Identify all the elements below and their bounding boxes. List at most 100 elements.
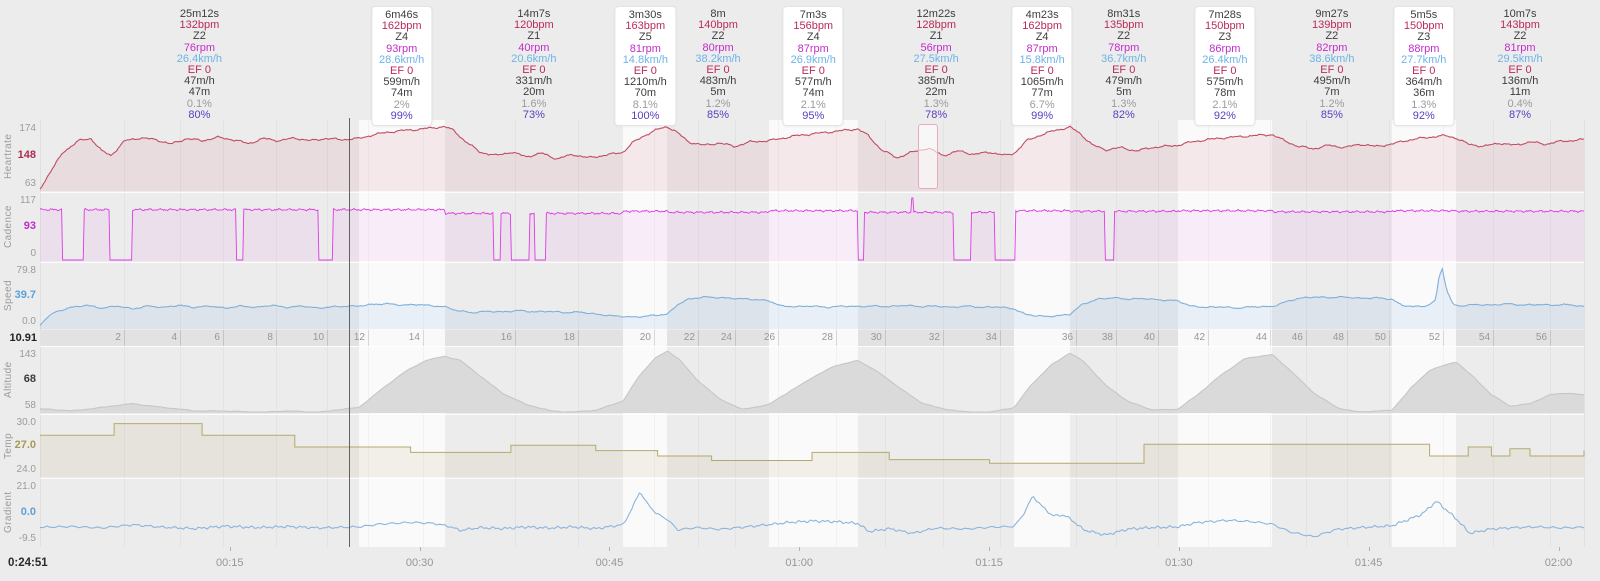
interval-stat-zone: Z4 (806, 31, 820, 44)
series-path (40, 423, 1585, 464)
series-path (39, 125, 1585, 190)
distance-tick-label: 34 (985, 332, 997, 343)
distance-tick (1208, 330, 1210, 346)
distance-tick (222, 330, 224, 346)
distance-tick (653, 330, 655, 346)
interval-stat-bpm: 163bpm (625, 20, 666, 33)
interval-stat-ef: EF 0 (801, 64, 825, 77)
distance-tick (327, 330, 329, 346)
distance-tick (999, 330, 1001, 346)
interval-stat-intensity: 99% (390, 109, 413, 122)
interval-stat-grade: 1.2% (705, 97, 731, 110)
distance-tick-label: 2 (115, 332, 121, 343)
interval-stat-ef: EF 0 (1508, 63, 1532, 76)
interval-summary-column[interactable]: 3m30s 163bpm Z5 81rpm 14.8km/h EF 0 1210m/h 70m… (614, 6, 676, 126)
interval-stat-duration: 5m5s (1410, 9, 1438, 21)
interval-stat-bpm: 162bpm (381, 20, 422, 33)
distance-tick-label: 36 (1061, 332, 1074, 343)
interval-summary-column[interactable]: 7m28s 150bpm Z3 86rpm 26.4km/h EF 0 575m/h 78m 2… (1194, 6, 1256, 126)
interval-stat-intensity: 99% (1031, 109, 1054, 122)
distance-tick (1305, 330, 1307, 346)
time-tick-label: 00:30 (405, 557, 434, 569)
axis-range-label: 30.0 (16, 417, 36, 428)
interval-summary-column[interactable]: 4m23s 162bpm Z4 87rpm 15.8km/h EF 0 1065m/h 77m… (1011, 6, 1073, 126)
interval-stat-duration: 6m46s (385, 9, 419, 21)
cursor-distance-label: 10.91 (9, 332, 37, 344)
interval-summary-column[interactable]: 9m27s 139bpm Z2 82rpm 38.6km/h EF 0 495m/h 7m 1.… (1302, 6, 1361, 124)
cursor-value-label: 0.0 (20, 505, 36, 518)
interval-stat-grade: 2.1% (1212, 98, 1238, 111)
time-tick-label: 00:45 (595, 557, 624, 569)
interval-summary-column[interactable]: 7m3s 156bpm Z4 87rpm 26.9km/h EF 0 577m/h 74m 2.… (782, 6, 844, 126)
interval-stat-speed: 27.7km/h (1401, 53, 1447, 66)
chart-row-cadence[interactable] (40, 192, 1584, 262)
distance-tick-label: 56 (1535, 332, 1548, 343)
interval-stat-bpm: 150bpm (1403, 20, 1444, 33)
chart-row-temp[interactable] (40, 414, 1584, 478)
interval-stat-ef: EF 0 (522, 63, 546, 76)
interval-stat-ef: EF 0 (1213, 64, 1237, 77)
distance-tick-label: 54 (1478, 332, 1491, 343)
distance-tick (778, 330, 780, 346)
interval-summary-column[interactable]: 14m7s 120bpm Z1 40rpm 20.6km/h EF 0 331m/h 20m 1… (504, 6, 563, 124)
distance-tick (422, 330, 424, 346)
interval-stat-grade: 8.1% (632, 98, 658, 111)
interval-stat-rpm: 93rpm (386, 42, 418, 55)
distance-axis-highlight (358, 330, 445, 346)
interval-stat-intensity: 78% (925, 108, 948, 121)
interval-stat-intensity: 92% (1213, 109, 1236, 122)
distance-tick-label: 48 (1332, 332, 1344, 343)
axis-range-label: 63 (24, 178, 36, 189)
time-tick-label: 01:15 (975, 557, 1003, 569)
chart-row-altitude[interactable] (40, 346, 1584, 414)
interval-stat-rpm: 78rpm (1108, 41, 1140, 54)
interval-stat-duration: 8m31s (1107, 8, 1141, 20)
row-separator (40, 478, 1584, 479)
interval-stat-ef: EF 0 (706, 63, 730, 76)
cursor-value-label: 39.7 (14, 289, 36, 301)
axis-range-label: 0.0 (22, 316, 36, 327)
interval-stat-intensity: 82% (1112, 108, 1135, 121)
chart-row-gradient[interactable] (40, 478, 1584, 547)
interval-stat-intensity: 100% (631, 109, 660, 122)
distance-tick (123, 330, 125, 346)
interval-summary-column[interactable]: 8m 140bpm Z2 80rpm 38.2km/h EF 0 483m/h 5m 1.2% 8… (688, 6, 747, 124)
time-tick (799, 547, 801, 551)
interval-stat-speed: 20.6km/h (511, 52, 557, 65)
interval-stat-zone: Z2 (1325, 30, 1339, 43)
chart-row-speed[interactable] (40, 262, 1584, 330)
interval-summary-column[interactable]: 6m46s 162bpm Z4 93rpm 28.6km/h EF 0 599m/h 74m 2… (371, 6, 433, 126)
distance-tick (1158, 330, 1159, 346)
interval-stat-climb: 74m (390, 87, 413, 100)
interval-stat-vam: 1065m/h (1020, 76, 1064, 89)
interval-summary-column[interactable]: 5m5s 150bpm Z3 88rpm 27.7km/h EF 0 364m/h 36m 1.… (1393, 6, 1455, 126)
interval-stat-vam: 479m/h (1105, 75, 1143, 88)
series-path (40, 492, 1585, 538)
interval-stat-duration: 25m12s (179, 8, 219, 20)
distance-tick-label: 20 (639, 332, 651, 343)
cursor-value-label: 27.0 (14, 439, 36, 451)
interval-stat-vam: 136m/h (1501, 75, 1539, 88)
interval-stat-speed: 26.4km/h (1202, 53, 1248, 66)
interval-stat-duration: 14m7s (517, 8, 551, 20)
interval-stat-zone: Z2 (192, 30, 206, 43)
interval-stat-ef: EF 0 (1112, 63, 1136, 76)
interval-summary-column[interactable]: 25m12s 132bpm Z2 76rpm 26.4km/h EF 0 47m/h 47m 0… (170, 6, 229, 124)
distance-axis-highlight (1014, 330, 1070, 346)
interval-summary-column[interactable]: 8m31s 135bpm Z2 78rpm 36.7km/h EF 0 479m/h 5m 1.… (1094, 6, 1153, 124)
interval-summary-column[interactable]: 10m7s 143bpm Z2 81rpm 29.5km/h EF 0 136m/h 11m 0… (1490, 6, 1549, 124)
interval-stat-speed: 28.6km/h (379, 53, 425, 66)
chart-row-heartrate[interactable] (40, 120, 1584, 192)
row-separator (40, 262, 1584, 263)
axis-range-label: 21.0 (16, 481, 36, 492)
interval-stat-bpm: 140bpm (698, 19, 738, 32)
interval-stat-bpm: 143bpm (1500, 19, 1540, 32)
interval-stat-bpm: 132bpm (179, 19, 220, 32)
interval-stat-bpm: 128bpm (916, 19, 956, 32)
interval-summary-column[interactable]: 12m22s 128bpm Z1 56rpm 27.5km/h EF 0 385m/h 22m… (907, 6, 966, 124)
distance-tick-label: 6 (214, 332, 220, 343)
distance-tick-label: 4 (171, 332, 178, 343)
selected-range-box[interactable] (918, 124, 938, 189)
interval-stat-duration: 12m22s (916, 8, 956, 20)
